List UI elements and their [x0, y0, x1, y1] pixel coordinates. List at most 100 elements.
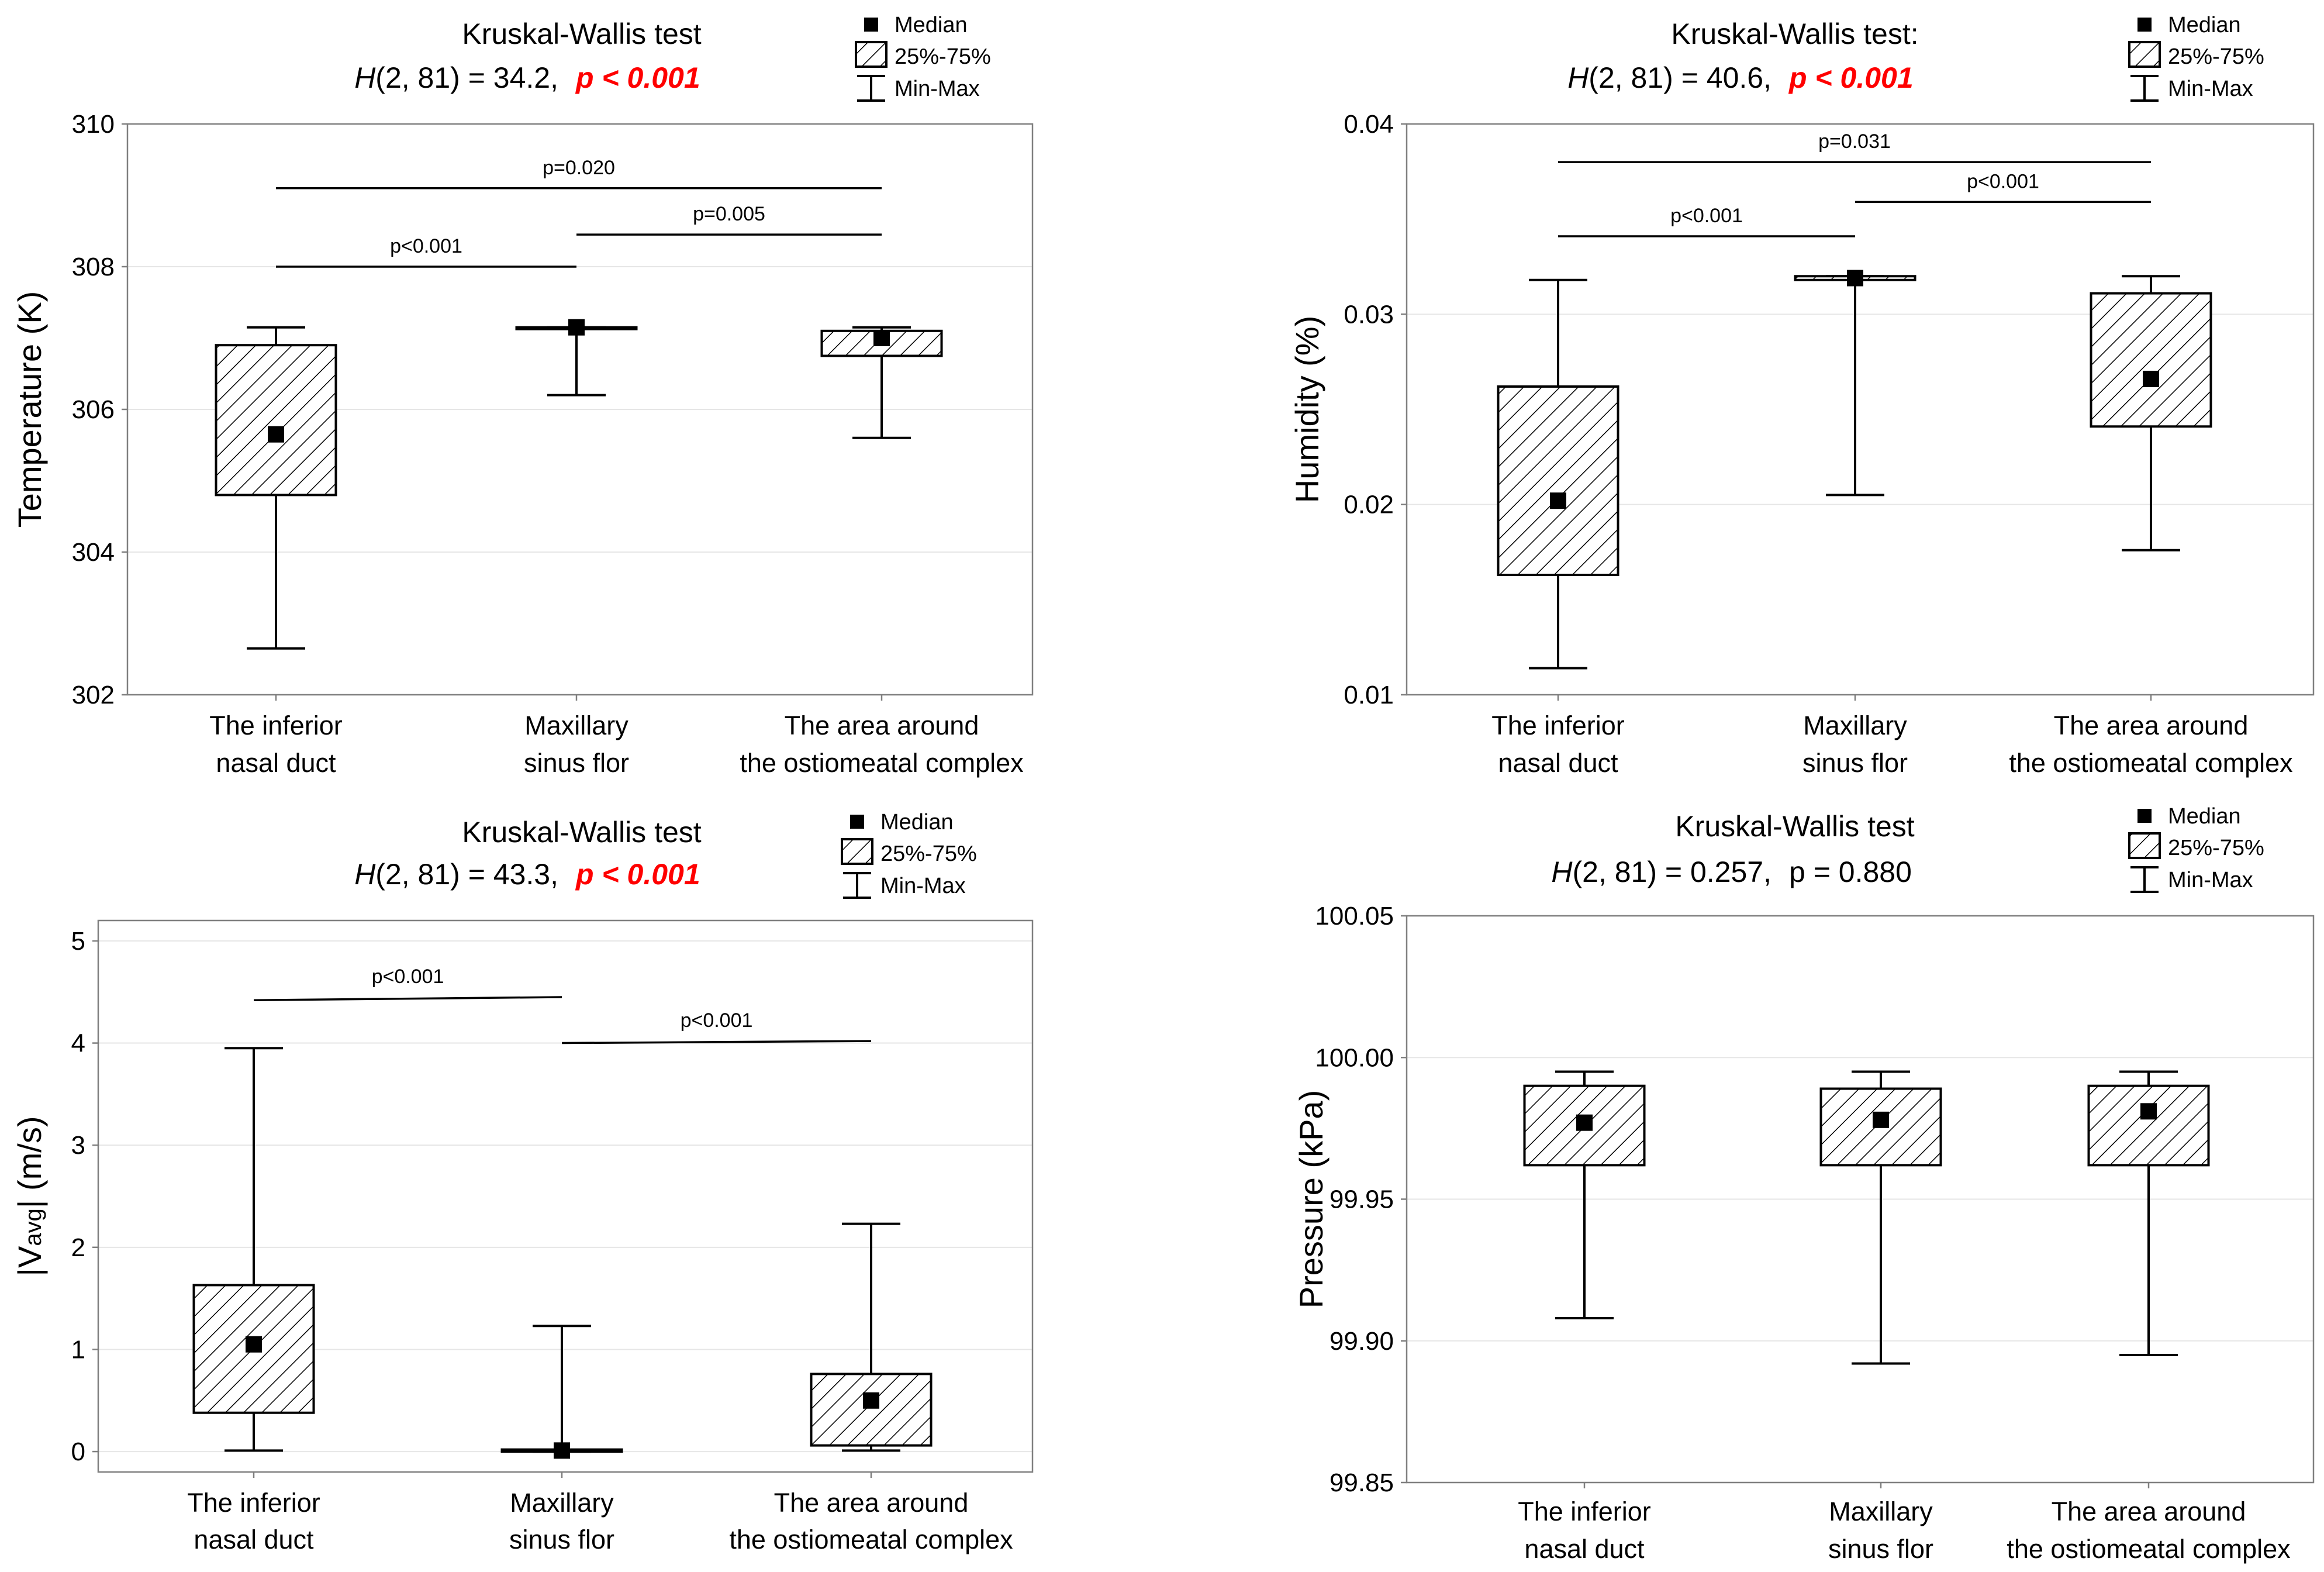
- test-statistic: H(2, 81) = 43.3,: [354, 858, 558, 891]
- statistic-symbol: H: [1551, 856, 1573, 888]
- box-3: [820, 326, 943, 439]
- category-label: The inferior: [187, 1488, 320, 1518]
- y-tick-label: 308: [72, 253, 115, 281]
- y-axis-label: Temperature (K): [11, 291, 48, 528]
- median-marker: [2140, 1103, 2157, 1120]
- p-value: p = 0.880: [1789, 856, 1912, 888]
- median-marker: [863, 1392, 879, 1409]
- comparison-p-label: p<0.001: [372, 966, 444, 988]
- chart-panel-3: Kruskal-Wallis test H(2, 81) = 43.3, p < 0…: [11, 810, 1034, 1554]
- legend-whisker-label: Min-Max: [2168, 868, 2253, 892]
- y-tick-label: 0.03: [1344, 300, 1394, 329]
- chart-panel-2: Kruskal-Wallis test: H(2, 81) = 40.6, p < …: [1289, 13, 2315, 778]
- category-label: nasal duct: [216, 748, 336, 778]
- legend-median-label: Median: [895, 13, 968, 37]
- statistic-symbol: H: [354, 61, 376, 94]
- comparison-p-label: p=0.031: [1818, 130, 1891, 153]
- category-label: The area around: [774, 1488, 969, 1518]
- y-tick-label: 99.95: [1330, 1185, 1394, 1214]
- box-1: [215, 326, 337, 650]
- category-label: Maxillary: [510, 1488, 614, 1518]
- y-axis-label-main: |V: [11, 1246, 48, 1277]
- comparison-p-label: p=0.005: [693, 203, 765, 225]
- legend-median-label: Median: [2168, 13, 2241, 37]
- category-label: Maxillary: [524, 711, 629, 740]
- legend-whisker-label: Min-Max: [895, 77, 980, 101]
- legend-box-label: 25%-75%: [2168, 44, 2264, 69]
- y-tick-label: 4: [71, 1029, 85, 1058]
- legend-box-swatch: [855, 41, 888, 68]
- category-label: The inferior: [1518, 1497, 1651, 1526]
- y-tick-label: 0: [71, 1437, 85, 1466]
- y-tick-label: 310: [72, 110, 115, 139]
- legend-median-label: Median: [2168, 804, 2241, 829]
- legend-median-label: Median: [880, 810, 954, 835]
- box-1: [192, 1047, 315, 1452]
- y-tick-label: 5: [71, 927, 85, 956]
- legend-box-label: 25%-75%: [2168, 836, 2264, 860]
- y-axis-label-main: Temperature (K): [11, 291, 48, 528]
- legend: Median 25%-75% Min-Max: [2128, 804, 2264, 893]
- y-tick-label: 304: [72, 538, 115, 567]
- y-tick-label: 0.04: [1344, 110, 1394, 139]
- box-2: [1794, 270, 1916, 497]
- comparison-line: [561, 1040, 872, 1044]
- legend-box-label: 25%-75%: [880, 842, 977, 866]
- category-label: nasal duct: [1524, 1534, 1645, 1564]
- y-tick-label: 0.02: [1344, 491, 1394, 519]
- legend: Median 25%-75% Min-Max: [855, 13, 991, 102]
- y-axis-label-subscript: avg: [20, 1208, 46, 1246]
- box-2: [515, 319, 638, 397]
- category-label: sinus flor: [524, 748, 629, 778]
- y-axis-label: Pressure (kPa): [1293, 1090, 1330, 1308]
- legend-median-marker: [864, 18, 878, 32]
- category-label: the ostiomeatal complex: [740, 748, 1024, 778]
- y-axis-label-main: Humidity (%): [1289, 316, 1325, 503]
- y-tick-label: 302: [72, 681, 115, 709]
- chart-panel-1: Kruskal-Wallis test H(2, 81) = 34.2, p < 0…: [11, 13, 1034, 778]
- median-marker: [1576, 1114, 1593, 1131]
- statistic-symbol: H: [1567, 61, 1589, 94]
- category-label: the ostiomeatal complex: [2009, 748, 2293, 778]
- median-marker: [1873, 1111, 1889, 1128]
- plot-frame: [1406, 123, 2315, 696]
- box-3: [2090, 275, 2212, 551]
- category-label: The area around: [785, 711, 979, 740]
- legend-box-swatch: [841, 838, 873, 865]
- legend-box-swatch: [2128, 41, 2161, 68]
- statistic-value: (2, 81) = 40.6,: [1589, 61, 1772, 94]
- y-axis-label-main: Pressure (kPa): [1293, 1090, 1330, 1308]
- legend: Median 25%-75% Min-Max: [2128, 13, 2264, 102]
- category-label: The inferior: [209, 711, 343, 740]
- chart-panel-4: Kruskal-Wallis test H(2, 81) = 0.257, p = …: [1293, 804, 2315, 1564]
- legend-whisker-label: Min-Max: [880, 874, 966, 898]
- statistic-symbol: H: [354, 858, 376, 891]
- legend-box-swatch: [2128, 832, 2161, 859]
- legend-median-marker: [850, 815, 864, 829]
- test-statistic: H(2, 81) = 34.2,: [354, 61, 558, 94]
- p-value: p < 0.001: [1788, 61, 1914, 94]
- median-marker: [568, 319, 585, 336]
- p-value: p < 0.001: [575, 858, 700, 891]
- legend-box-label: 25%-75%: [895, 44, 991, 69]
- y-tick-label: 100.00: [1315, 1043, 1394, 1072]
- p-value: p < 0.001: [575, 61, 700, 94]
- category-label: Maxillary: [1829, 1497, 1933, 1526]
- y-axis-label-unit: | (m/s): [11, 1116, 48, 1208]
- plot-frame: [126, 123, 1034, 696]
- median-marker: [1550, 492, 1566, 509]
- y-tick-label: 100.05: [1315, 902, 1394, 930]
- comparison-p-label: p=0.020: [543, 157, 615, 179]
- legend-median-marker: [2137, 18, 2152, 32]
- box-1: [1497, 278, 1619, 670]
- chart-title: Kruskal-Wallis test: [1675, 810, 1914, 843]
- median-marker: [554, 1442, 570, 1459]
- median-marker: [268, 426, 284, 443]
- chart-title: Kruskal-Wallis test: [462, 18, 701, 50]
- y-tick-label: 1: [71, 1335, 85, 1364]
- median-marker: [873, 330, 890, 346]
- box-2: [1819, 1070, 1942, 1365]
- test-statistic: H(2, 81) = 0.257,: [1551, 856, 1772, 888]
- iqr-box: [2087, 1084, 2210, 1167]
